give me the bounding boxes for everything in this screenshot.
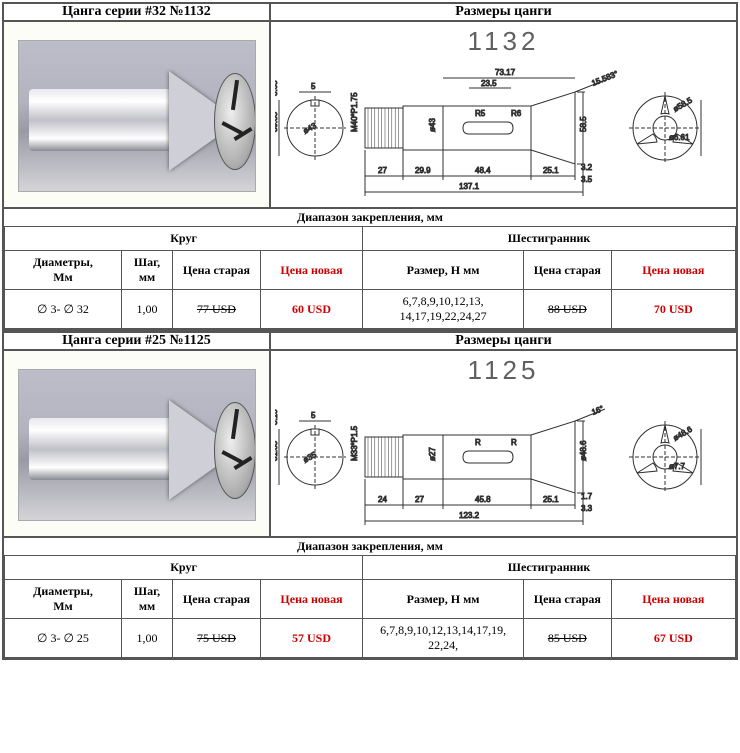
col-new-price: Цена новая (260, 580, 362, 619)
hex-header: Шестигранник (363, 227, 736, 251)
price-table: Круг Шестигранник Диаметры,Мм Шаг,мм Цен… (4, 555, 736, 658)
product-block-1: Цанга серии #25 №1125 Размеры цанги 1125… (2, 331, 738, 660)
svg-text:27: 27 (415, 495, 424, 504)
col-step: Шаг,мм (121, 251, 172, 290)
svg-text:48.4: 48.4 (475, 166, 491, 175)
data-row: ∅ 3- ∅ 25 1,00 75 USD 57 USD 6,7,8,9,10,… (5, 619, 736, 658)
svg-text:31.85: 31.85 (275, 440, 279, 461)
product-photo (18, 369, 256, 521)
svg-text:16°: 16° (590, 404, 605, 417)
svg-text:25.1: 25.1 (543, 495, 559, 504)
val-new-price: 60 USD (260, 290, 362, 329)
drawing-svg: ø43 39.35 5 3.65 58.5 M40*P1.75 ø43 73.1… (275, 56, 735, 208)
drawing-cell: 1132 ø43 39.35 5 3.65 58.5 M40*P1.75 ø43 (270, 21, 737, 208)
svg-text:3.65: 3.65 (275, 80, 279, 96)
product-title: Цанга серии #25 №1125 (3, 332, 270, 350)
svg-text:ø48.6: ø48.6 (579, 440, 588, 461)
val-hex-new: 67 USD (611, 619, 735, 658)
svg-text:R: R (511, 438, 517, 447)
svg-text:ø48.6: ø48.6 (672, 424, 695, 442)
svg-text:ø35: ø35 (302, 450, 319, 465)
svg-text:ø6.61: ø6.61 (669, 133, 690, 142)
svg-text:M33*P1.5: M33*P1.5 (350, 425, 359, 461)
svg-text:25.1: 25.1 (543, 166, 559, 175)
svg-text:15.583°: 15.583° (590, 69, 619, 88)
product-photo (18, 40, 256, 192)
svg-text:23.5: 23.5 (481, 79, 497, 88)
svg-text:3.15: 3.15 (275, 409, 279, 425)
svg-text:M40*P1.75: M40*P1.75 (350, 92, 359, 132)
drawing-cell: 1125 ø35 31.85 5 3.15 ø48.6 M33*P1.5 ø27 (270, 350, 737, 537)
svg-text:R6: R6 (511, 109, 522, 118)
dimensions-title: Размеры цанги (270, 332, 737, 350)
val-step: 1,00 (121, 619, 172, 658)
col-step: Шаг,мм (121, 580, 172, 619)
col-hex-new: Цена новая (611, 251, 735, 290)
col-diam: Диаметры,Мм (5, 251, 122, 290)
price-table: Круг Шестигранник Диаметры,Мм Шаг,мм Цен… (4, 226, 736, 329)
svg-text:R5: R5 (475, 109, 486, 118)
drawing-svg: ø35 31.85 5 3.15 ø48.6 M33*P1.5 ø27 R R … (275, 385, 735, 537)
svg-text:ø7.7: ø7.7 (669, 462, 686, 471)
col-hex-new: Цена новая (611, 580, 735, 619)
svg-text:24: 24 (378, 495, 387, 504)
round-header: Круг (5, 556, 363, 580)
col-hex-old: Цена старая (523, 251, 611, 290)
col-old-price: Цена старая (173, 580, 261, 619)
val-hex-new: 70 USD (611, 290, 735, 329)
svg-text:ø43: ø43 (428, 118, 437, 132)
range-title: Диапазон закрепления, мм (4, 538, 736, 555)
svg-text:27: 27 (378, 166, 387, 175)
val-diam: ∅ 3- ∅ 32 (5, 290, 122, 329)
val-new-price: 57 USD (260, 619, 362, 658)
val-hex-sizes: 6,7,8,9,10,12,13,14,17,19,22,24,27 (363, 290, 524, 329)
svg-text:29.9: 29.9 (415, 166, 431, 175)
col-old-price: Цена старая (173, 251, 261, 290)
data-row: ∅ 3- ∅ 32 1,00 77 USD 60 USD 6,7,8,9,10,… (5, 290, 736, 329)
col-diam: Диаметры,Мм (5, 580, 122, 619)
val-old-price: 77 USD (173, 290, 261, 329)
svg-text:ø27: ø27 (428, 447, 437, 461)
val-diam: ∅ 3- ∅ 25 (5, 619, 122, 658)
round-header: Круг (5, 227, 363, 251)
dimensions-title: Размеры цанги (270, 3, 737, 21)
svg-text:137.1: 137.1 (459, 182, 480, 191)
svg-text:ø43: ø43 (302, 121, 319, 136)
val-hex-old: 85 USD (523, 619, 611, 658)
product-title: Цанга серии #32 №1132 (3, 3, 270, 21)
svg-text:45.8: 45.8 (475, 495, 491, 504)
val-step: 1,00 (121, 290, 172, 329)
val-hex-sizes: 6,7,8,9,10,12,13,14,17,19,22,24, (363, 619, 524, 658)
range-title: Диапазон закрепления, мм (4, 209, 736, 226)
col-hex-old: Цена старая (523, 580, 611, 619)
svg-text:58.5: 58.5 (579, 116, 588, 132)
val-old-price: 75 USD (173, 619, 261, 658)
col-hex-size: Размер, Н мм (363, 580, 524, 619)
svg-text:5: 5 (311, 82, 316, 91)
val-hex-old: 88 USD (523, 290, 611, 329)
drawing-number: 1125 (468, 355, 540, 386)
product-block-0: Цанга серии #32 №1132 Размеры цанги 1132… (2, 2, 738, 331)
col-hex-size: Размер, Н мм (363, 251, 524, 290)
svg-text:5: 5 (311, 411, 316, 420)
hex-header: Шестигранник (363, 556, 736, 580)
svg-text:R: R (475, 438, 481, 447)
col-new-price: Цена новая (260, 251, 362, 290)
drawing-number: 1132 (468, 26, 540, 57)
svg-text:ø58.5: ø58.5 (672, 95, 695, 113)
svg-text:123.2: 123.2 (459, 511, 480, 520)
svg-text:73.17: 73.17 (495, 68, 516, 77)
svg-text:39.35: 39.35 (275, 111, 279, 132)
